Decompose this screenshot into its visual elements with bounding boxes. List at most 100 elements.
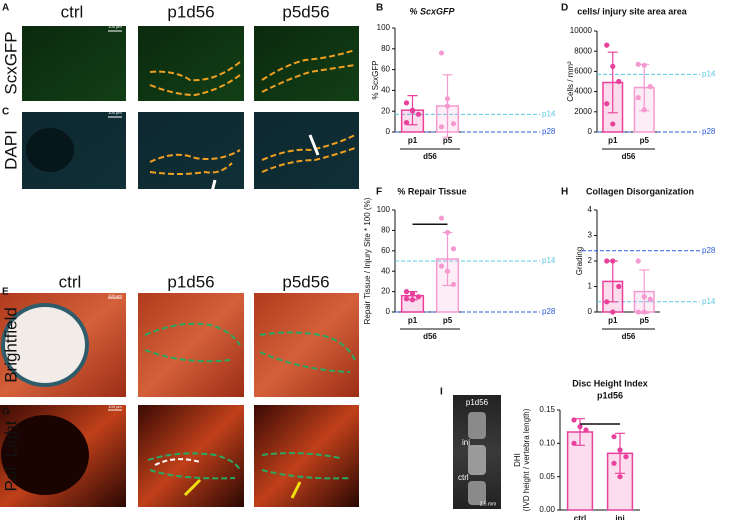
data-point bbox=[450, 121, 457, 127]
y-tick-label: 40 bbox=[381, 266, 390, 275]
data-point bbox=[647, 296, 653, 302]
y-tick-label: 10000 bbox=[570, 26, 593, 35]
chart-title: cells/ injury site area area bbox=[577, 6, 688, 16]
panel-letter: A bbox=[2, 3, 9, 14]
y-tick-label: 0.10 bbox=[539, 438, 555, 447]
reference-label: p28 bbox=[702, 246, 716, 255]
outline bbox=[261, 134, 356, 173]
group-label: d56 bbox=[423, 332, 437, 341]
data-point bbox=[403, 120, 410, 126]
image bbox=[254, 405, 359, 507]
x-tick-label: p5 bbox=[640, 316, 650, 325]
outline bbox=[144, 322, 241, 363]
vertebra bbox=[468, 412, 486, 439]
y-tick-label: 80 bbox=[381, 44, 390, 53]
y-axis-label: Repair Tissue / Injury Site * 100 (%) bbox=[363, 197, 372, 324]
data-point bbox=[610, 121, 616, 127]
y-tick-label: 8000 bbox=[574, 46, 592, 55]
data-point bbox=[438, 215, 445, 221]
xray-title: p1d56 bbox=[466, 398, 489, 407]
row-label: ScxGFP bbox=[1, 31, 20, 94]
error-bar bbox=[575, 418, 585, 446]
y-tick-label: 6000 bbox=[574, 67, 592, 76]
column-header: p5d56 bbox=[282, 272, 329, 291]
data-point bbox=[617, 474, 623, 480]
arrow bbox=[183, 478, 302, 499]
panel-letter: H bbox=[561, 187, 568, 198]
column-header: ctrl bbox=[59, 272, 82, 291]
outline bbox=[154, 458, 201, 466]
data-point bbox=[610, 63, 616, 69]
data-point bbox=[635, 309, 641, 315]
column-header: p1d56 bbox=[167, 272, 214, 291]
error-bar bbox=[607, 51, 618, 114]
reference-label: p28 bbox=[542, 127, 556, 136]
data-point bbox=[444, 96, 451, 102]
y-tick-label: 20 bbox=[381, 106, 390, 115]
data-point bbox=[571, 440, 577, 446]
x-tick-label: p1 bbox=[608, 316, 618, 325]
data-point bbox=[635, 61, 641, 67]
group-label: d56 bbox=[423, 152, 437, 161]
y-tick-label: 80 bbox=[381, 226, 390, 235]
data-point bbox=[641, 309, 647, 315]
outline bbox=[149, 61, 241, 97]
data-point bbox=[610, 258, 616, 264]
reference-label: p14 bbox=[702, 70, 716, 79]
data-point bbox=[610, 309, 616, 315]
xray-scale: 2.5 mm bbox=[480, 501, 497, 507]
image bbox=[254, 26, 359, 101]
data-point bbox=[604, 258, 610, 264]
data-point bbox=[623, 454, 629, 460]
x-tick-label: p5 bbox=[443, 136, 453, 145]
data-point bbox=[604, 42, 610, 48]
image bbox=[22, 26, 126, 101]
reference-label: p14 bbox=[542, 256, 556, 265]
reference-label: p14 bbox=[702, 297, 716, 306]
column-header: ctrl bbox=[61, 2, 84, 21]
row-label: Brightfield bbox=[1, 307, 20, 383]
group-label: d56 bbox=[622, 332, 636, 341]
y-tick-label: 0 bbox=[386, 127, 391, 136]
xray-label: ctrl bbox=[458, 473, 469, 482]
scale-label: 100 µm bbox=[108, 293, 122, 298]
y-tick-label: 20 bbox=[381, 287, 390, 296]
outline bbox=[259, 331, 356, 373]
y-tick-label: 1 bbox=[588, 282, 593, 291]
chart-title: Disc Height Index bbox=[572, 378, 648, 388]
reference-label: p28 bbox=[542, 307, 556, 316]
image bbox=[138, 293, 244, 397]
data-point bbox=[577, 424, 583, 430]
image-labels: ctrl p1d56 p5d56 ctrl p1d56 p5d56 ScxGFP… bbox=[1, 2, 568, 507]
data-point bbox=[450, 281, 457, 288]
data-point bbox=[444, 229, 451, 236]
row-label: Pol. Light bbox=[1, 420, 20, 491]
outline bbox=[261, 49, 356, 93]
y-axis-label: DHI bbox=[513, 453, 522, 467]
data-point bbox=[604, 101, 610, 107]
data-point bbox=[635, 95, 641, 101]
y-tick-label: 0.15 bbox=[539, 405, 555, 414]
y-axis-label: Grading bbox=[575, 247, 584, 275]
data-point bbox=[604, 299, 610, 305]
y-tick-label: 40 bbox=[381, 86, 390, 95]
data-point bbox=[415, 294, 422, 300]
panel-letter: G bbox=[2, 407, 10, 418]
y-tick-label: 3 bbox=[588, 231, 593, 240]
data-point bbox=[444, 103, 451, 109]
x-tick-label: ctrl bbox=[574, 514, 586, 520]
vertebra bbox=[468, 445, 486, 475]
y-tick-label: 100 bbox=[377, 205, 391, 214]
data-point bbox=[438, 263, 445, 269]
reference-label: p28 bbox=[702, 127, 716, 136]
image bbox=[138, 112, 244, 189]
data-point bbox=[616, 78, 622, 85]
data-point bbox=[571, 417, 577, 423]
y-axis-label: % ScxGFP bbox=[371, 60, 380, 99]
reference-label: p14 bbox=[542, 109, 556, 118]
panel-letter: D bbox=[561, 3, 568, 14]
scale-label: 100 µm bbox=[108, 24, 122, 29]
data-point bbox=[617, 447, 623, 453]
y-tick-label: 0 bbox=[588, 127, 593, 136]
y-tick-label: 60 bbox=[381, 65, 390, 74]
